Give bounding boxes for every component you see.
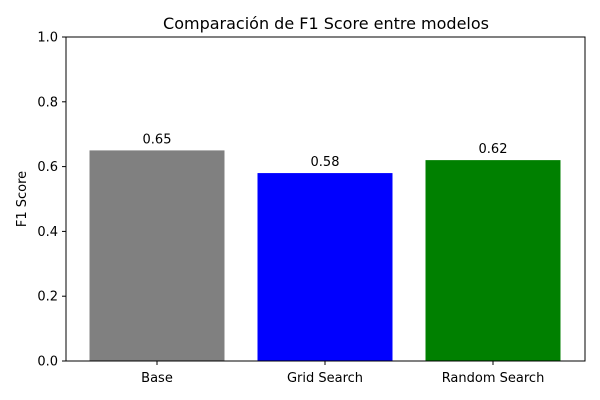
x-tick-label: Random Search [442,371,545,386]
y-tick-label: 1.0 [37,31,58,46]
y-tick-label: 0.8 [37,95,58,110]
data-label-grid-search: 0.58 [311,155,340,170]
y-tick-label: 0.4 [37,225,58,240]
chart-title: Comparación de F1 Score entre modelos [163,14,489,33]
bar-base [89,150,225,361]
x-tick-label: Grid Search [287,371,363,386]
y-tick-label: 0.2 [37,290,58,305]
y-tick-label: 0.0 [37,355,58,370]
data-label-random-search: 0.62 [479,142,508,157]
y-tick-label: 0.6 [37,160,58,175]
x-tick-label: Base [141,371,173,386]
data-label-base: 0.65 [143,132,172,147]
bar-grid-search [257,173,393,361]
bar-random-search [425,160,561,361]
plot-area: 0.65 Base 0.58 Grid Search 0.62 Random Search… [37,31,586,386]
plot-frame [65,36,586,362]
y-axis-label: F1 Score [15,171,30,227]
